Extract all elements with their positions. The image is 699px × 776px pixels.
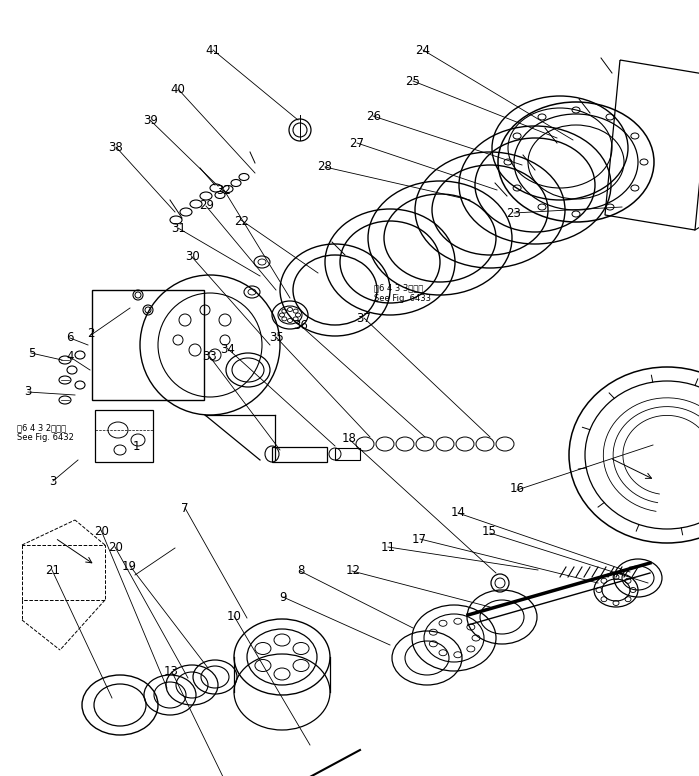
Bar	[335, 448, 360, 460]
Text: 25: 25	[405, 75, 420, 88]
Text: 28: 28	[317, 161, 333, 173]
Text: 24: 24	[415, 44, 431, 57]
Text: 2: 2	[87, 327, 94, 340]
Text: 29: 29	[199, 199, 214, 212]
Text: 26: 26	[366, 110, 382, 123]
Text: 13: 13	[164, 665, 179, 677]
Text: 1: 1	[133, 440, 140, 452]
Text: 17: 17	[412, 533, 427, 546]
Text: 22: 22	[233, 215, 249, 227]
Text: 20: 20	[108, 541, 123, 553]
Text: 6: 6	[66, 331, 73, 344]
Text: 16: 16	[510, 483, 525, 495]
Text: 5: 5	[28, 347, 35, 359]
Text: 35: 35	[268, 331, 284, 344]
Bar	[92, 290, 204, 400]
Text: 第6 4 3 3図参照
See Fig. 6433: 第6 4 3 3図参照 See Fig. 6433	[374, 283, 431, 303]
Text: 23: 23	[506, 207, 521, 220]
Bar	[95, 410, 153, 462]
Text: 36: 36	[293, 320, 308, 332]
Text: 4: 4	[66, 351, 73, 363]
Text: 9: 9	[280, 591, 287, 604]
Text: 20: 20	[94, 525, 109, 538]
Text: 7: 7	[182, 502, 189, 514]
Text: 41: 41	[206, 44, 221, 57]
Text: 37: 37	[356, 312, 371, 324]
Text: 19: 19	[122, 560, 137, 573]
Text: 15: 15	[482, 525, 497, 538]
Text: 30: 30	[185, 250, 200, 262]
Text: 32: 32	[216, 184, 231, 196]
Text: 3: 3	[24, 386, 31, 398]
Text: 21: 21	[45, 564, 60, 577]
Text: 40: 40	[171, 83, 186, 95]
Text: 10: 10	[226, 611, 242, 623]
Text: 38: 38	[108, 141, 123, 154]
Text: 12: 12	[345, 564, 361, 577]
Text: 3: 3	[49, 475, 56, 487]
Text: 第6 4 3 2図参照
See Fig. 6432: 第6 4 3 2図参照 See Fig. 6432	[17, 423, 74, 442]
Text: 27: 27	[349, 137, 364, 150]
Text: 18: 18	[342, 432, 357, 445]
Text: 14: 14	[450, 506, 466, 518]
Text: 31: 31	[171, 223, 186, 235]
Text: 33: 33	[202, 351, 217, 363]
Text: 34: 34	[219, 343, 235, 355]
Bar	[272, 447, 327, 462]
Text: 39: 39	[143, 114, 158, 126]
Text: 8: 8	[297, 564, 304, 577]
Text: 11: 11	[380, 541, 396, 553]
